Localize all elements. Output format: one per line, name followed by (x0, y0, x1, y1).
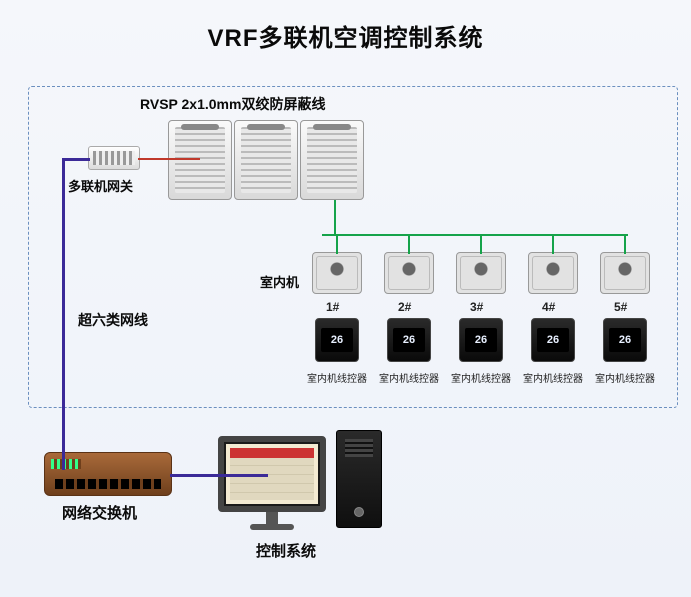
control-system-label-text: 控制系统 (256, 543, 316, 560)
indoor-unit (528, 252, 578, 294)
indoor-units-label: 室内机 (260, 272, 299, 291)
control-tower-pc (336, 430, 382, 528)
wall-controller-label: 室内机线控器 (304, 370, 370, 385)
monitor-base (250, 524, 294, 530)
comm-drop-line (408, 234, 410, 254)
title-text: VRF多联机空调控制系统 (208, 25, 484, 52)
thermostat-display: 26 (609, 328, 641, 352)
indoor-unit (312, 252, 362, 294)
switch-label-text: 网络交换机 (62, 505, 137, 522)
indoor-unit (384, 252, 434, 294)
indoor-unit-number: 1# (326, 300, 339, 314)
cat6-gateway-line (62, 158, 90, 161)
thermostat-display: 26 (393, 328, 425, 352)
indoor-units-label-text: 室内机 (260, 275, 299, 290)
cat6-cable-text: 超六类网线 (78, 312, 148, 328)
control-system-label: 控制系统 (256, 540, 316, 561)
switch-ports-icon (55, 479, 161, 489)
switch-label: 网络交换机 (62, 502, 137, 523)
gateway-label: 多联机网关 (68, 176, 133, 195)
indoor-unit (456, 252, 506, 294)
power-button-icon (354, 507, 364, 517)
wall-controller-label: 室内机线控器 (448, 370, 514, 385)
cable-spec-text: RVSP 2x1.0mm双绞防屏蔽线 (140, 96, 325, 112)
comm-drop-line (480, 234, 482, 254)
cat6-switch-monitor-line (170, 474, 268, 477)
comm-drop-line (552, 234, 554, 254)
indoor-unit-number: 5# (614, 300, 627, 314)
cat6-cable-label: 超六类网线 (78, 310, 148, 330)
thermostat-display: 26 (465, 328, 497, 352)
wall-thermostat: 26 (387, 318, 431, 362)
indoor-unit-number: 4# (542, 300, 555, 314)
indoor-unit-number: 3# (470, 300, 483, 314)
comm-drop-line (624, 234, 626, 254)
indoor-unit (600, 252, 650, 294)
wall-thermostat: 26 (459, 318, 503, 362)
thermostat-display: 26 (537, 328, 569, 352)
outdoor-unit (168, 120, 232, 200)
wall-thermostat: 26 (603, 318, 647, 362)
diagram-title: VRF多联机空调控制系统 (0, 18, 691, 53)
cable-spec-label: RVSP 2x1.0mm双绞防屏蔽线 (140, 94, 325, 114)
comm-down-line (334, 200, 336, 234)
wall-controller-label: 室内机线控器 (520, 370, 586, 385)
comm-drop-line (336, 234, 338, 254)
cat6-vertical-line (62, 158, 65, 470)
outdoor-unit (234, 120, 298, 200)
thermostat-display: 26 (321, 328, 353, 352)
outdoor-unit (300, 120, 364, 200)
wall-controller-label: 室内机线控器 (376, 370, 442, 385)
indoor-unit-number: 2# (398, 300, 411, 314)
rvsp-line (138, 158, 200, 160)
vrf-gateway (88, 146, 140, 170)
gateway-label-text: 多联机网关 (68, 179, 133, 194)
switch-led-icon (51, 459, 81, 469)
wall-thermostat: 26 (531, 318, 575, 362)
wall-thermostat: 26 (315, 318, 359, 362)
comm-bus-line (322, 234, 628, 236)
wall-controller-label: 室内机线控器 (592, 370, 658, 385)
monitor-stand (266, 512, 278, 524)
